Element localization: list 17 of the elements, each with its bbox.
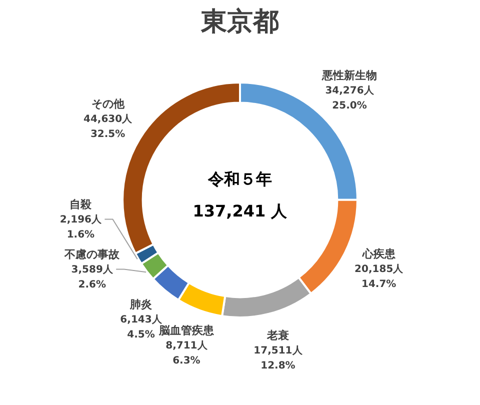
data-label: 17,511人 12.8% — [254, 344, 304, 372]
slice-label: 老衰 — [266, 328, 289, 342]
slice-label: 自殺 — [70, 198, 93, 211]
slice-label: その他 — [91, 98, 126, 111]
data-label: 20,185人 14.7% — [354, 262, 404, 290]
data-label: 3,589人 2.6% — [71, 263, 114, 290]
text: 137,241 人 — [192, 202, 288, 220]
slice-label: 不慮の事故 — [64, 248, 121, 261]
slice-label: 悪性新生物 — [321, 68, 378, 82]
data-label: 44,630人 32.5% — [83, 113, 134, 140]
slice-label: 心疾患 — [361, 247, 396, 260]
data-label: 2,196人 1.6% — [60, 213, 103, 240]
data-label: 8,711人 6.3% — [166, 339, 208, 366]
slice-label: 肺炎 — [128, 298, 153, 311]
text: 令和５年 — [207, 170, 272, 188]
data-label: 34,276人 25.0% — [325, 84, 375, 112]
chart-title: 東京都 — [200, 7, 279, 37]
